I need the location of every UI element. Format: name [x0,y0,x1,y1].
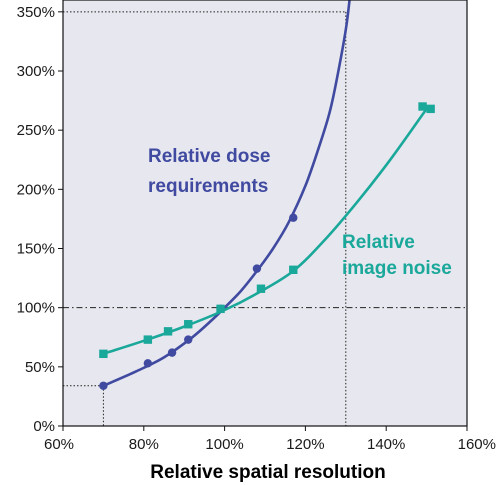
y-tick-label-4: 200% [17,181,55,198]
y-tick-label-7: 350% [17,4,55,21]
x-tick-label-0: 60% [44,436,74,453]
dose-point-6 [289,213,298,222]
x-tick-label-4: 140% [367,436,405,453]
x-tick-label-2: 100% [205,436,243,453]
noise-point-0 [99,349,108,359]
noise-point-2 [163,327,173,336]
x-tick-label-3: 120% [286,436,324,453]
noise-point-8 [426,104,435,114]
y-tick-label-5: 250% [17,122,55,139]
plot-background [63,0,467,426]
plot-area: Relative dose requirements Relative image n… [62,0,468,427]
dose-point-5 [252,264,262,273]
noise-point-1 [143,335,153,344]
plot-frame [62,0,468,427]
x-axis-label: Relative spatial resolution [150,462,385,483]
y-tick-label-1: 50% [25,359,55,376]
dose-point-2 [167,348,177,357]
dose-label-line-1: Relative dose [148,146,271,167]
dose-point-3 [184,335,193,344]
noise-point-5 [256,284,266,293]
dose-point-1 [143,359,153,368]
noise-point-7 [418,102,427,111]
noise-point-3 [184,320,193,329]
dose-point-0 [99,381,108,390]
y-tick-label-2: 100% [17,300,55,317]
dose-curve [102,0,351,387]
y-tick-label-6: 300% [17,63,55,80]
y-tick-label-3: 150% [17,241,55,258]
noise-point-6 [289,265,298,274]
y-tick-label-0: 0% [33,418,55,435]
y-axis: 0% 50% 100% 150% 200% 250% 300% 350% [17,4,63,435]
x-tick-label-1: 80% [129,436,159,453]
x-tick-label-5: 160% [458,436,496,453]
x-axis: 60% 80% 100% 120% 140% 160% [44,426,496,453]
dose-label-line-2: requirements [148,176,268,197]
noise-label-line-2: image noise [342,258,452,279]
noise-point-4 [216,304,225,314]
noise-label-line-1: Relative [342,232,415,253]
